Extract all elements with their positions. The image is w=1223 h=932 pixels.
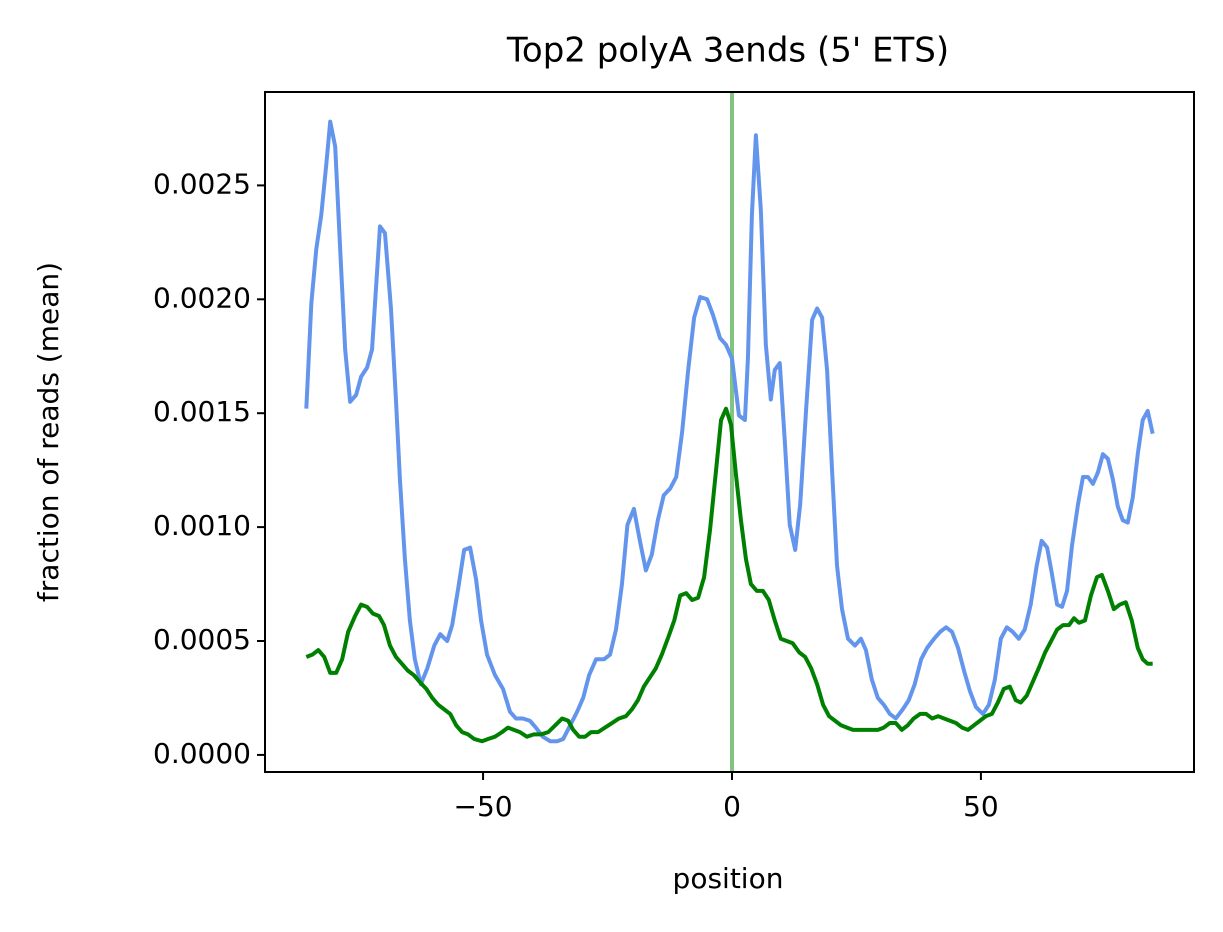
y-tick-label: 0.0025 [153, 167, 251, 200]
y-tick-label: 0.0015 [153, 395, 251, 428]
data-line [305, 406, 1153, 744]
y-tick-label: 0.0005 [153, 623, 251, 656]
x-tick-label: 50 [963, 790, 999, 823]
data-line [304, 119, 1155, 744]
y-axis-label: fraction of reads (mean) [32, 262, 65, 602]
x-tick-label: 0 [723, 790, 741, 823]
plot-frame [264, 91, 1195, 773]
chart-title: Top2 polyA 3ends (5' ETS) [506, 31, 949, 71]
y-tick-label: 0.0010 [153, 509, 251, 542]
x-axis-label: position [673, 862, 784, 895]
x-tick-label: −50 [454, 790, 513, 823]
y-tick-label: 0.0000 [153, 737, 251, 770]
y-tick-label: 0.0020 [153, 281, 251, 314]
